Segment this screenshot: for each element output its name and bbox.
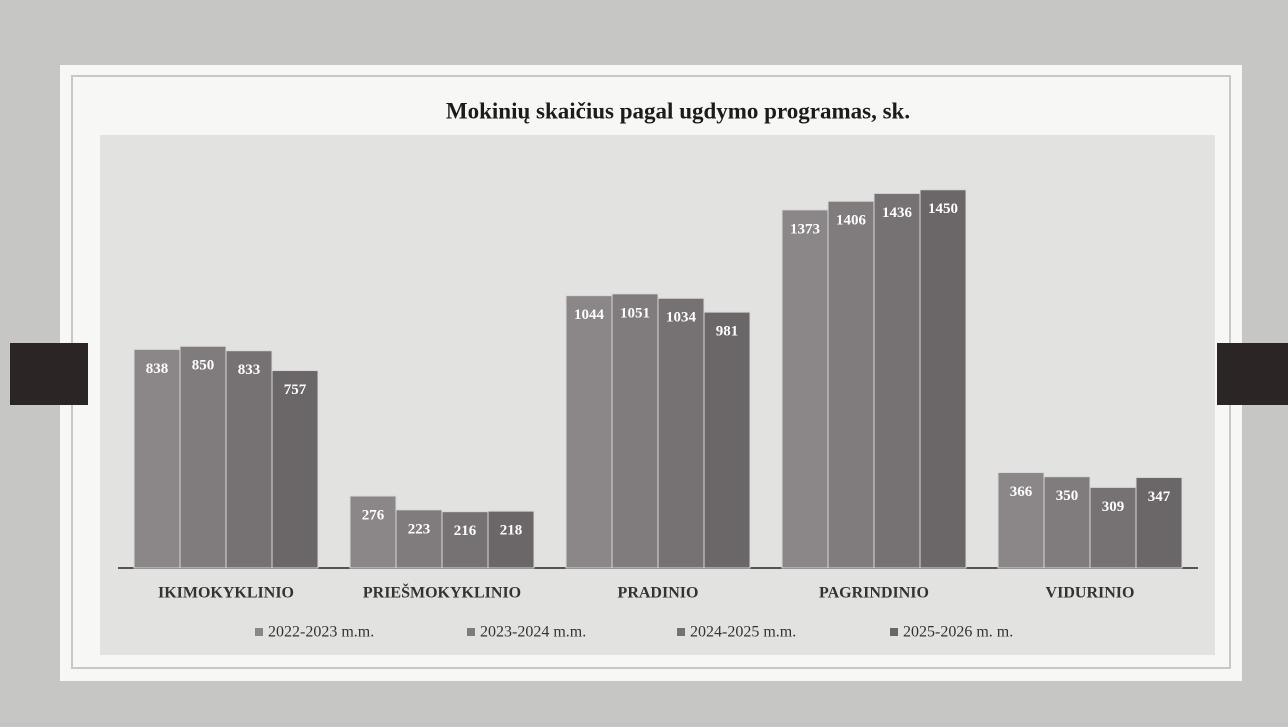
legend-swatch (467, 628, 475, 636)
value-label: 1450 (928, 201, 958, 217)
legend-label: 2023-2024 m.m. (480, 624, 586, 641)
value-label: 1436 (882, 205, 913, 221)
x-tick-label: PAGRINDINIO (819, 585, 929, 602)
bar (612, 294, 658, 568)
value-label: 223 (408, 521, 431, 537)
value-label: 366 (1010, 484, 1033, 500)
bar (874, 193, 920, 568)
legend-label: 2022-2023 m.m. (268, 624, 374, 641)
bar (272, 371, 318, 568)
chart-title: Mokinių skaičius pagal ugdymo programas,… (446, 98, 910, 123)
tab-right (1217, 343, 1288, 405)
legend-label: 2024-2025 m.m. (690, 624, 796, 641)
bar (704, 312, 750, 568)
value-label: 850 (192, 358, 215, 374)
value-label: 218 (500, 523, 523, 539)
bar (180, 346, 226, 568)
x-tick-label: IKIMOKYKLINIO (158, 585, 294, 602)
value-label: 350 (1056, 488, 1079, 504)
value-label: 309 (1102, 499, 1125, 515)
value-label: 757 (284, 382, 307, 398)
x-tick-label: PRADINIO (618, 585, 699, 602)
bar (226, 351, 272, 568)
chart: Mokinių skaičius pagal ugdymo programas,… (0, 0, 1288, 722)
bar (488, 511, 534, 568)
value-label: 833 (238, 362, 261, 378)
bar (782, 210, 828, 568)
tab-left (10, 343, 88, 405)
value-label: 1406 (836, 213, 867, 229)
bar (396, 510, 442, 568)
legend-swatch (890, 628, 898, 636)
bar (658, 298, 704, 568)
bar (920, 190, 966, 568)
value-label: 981 (716, 324, 739, 340)
bar (566, 296, 612, 568)
x-tick-label: PRIEŠMOKYKLINIO (363, 583, 521, 602)
value-label: 1373 (790, 221, 820, 237)
value-label: 838 (146, 361, 169, 377)
legend-swatch (255, 628, 263, 636)
bar (442, 512, 488, 568)
legend-swatch (677, 628, 685, 636)
value-label: 347 (1148, 489, 1171, 505)
value-label: 276 (362, 507, 385, 523)
value-label: 1044 (574, 307, 605, 323)
bar (828, 201, 874, 568)
value-label: 1051 (620, 305, 650, 321)
value-label: 216 (454, 523, 477, 539)
x-tick-label: VIDURINIO (1046, 585, 1135, 602)
value-label: 1034 (666, 310, 697, 326)
legend-label: 2025-2026 m. m. (903, 624, 1013, 641)
bar (134, 349, 180, 568)
